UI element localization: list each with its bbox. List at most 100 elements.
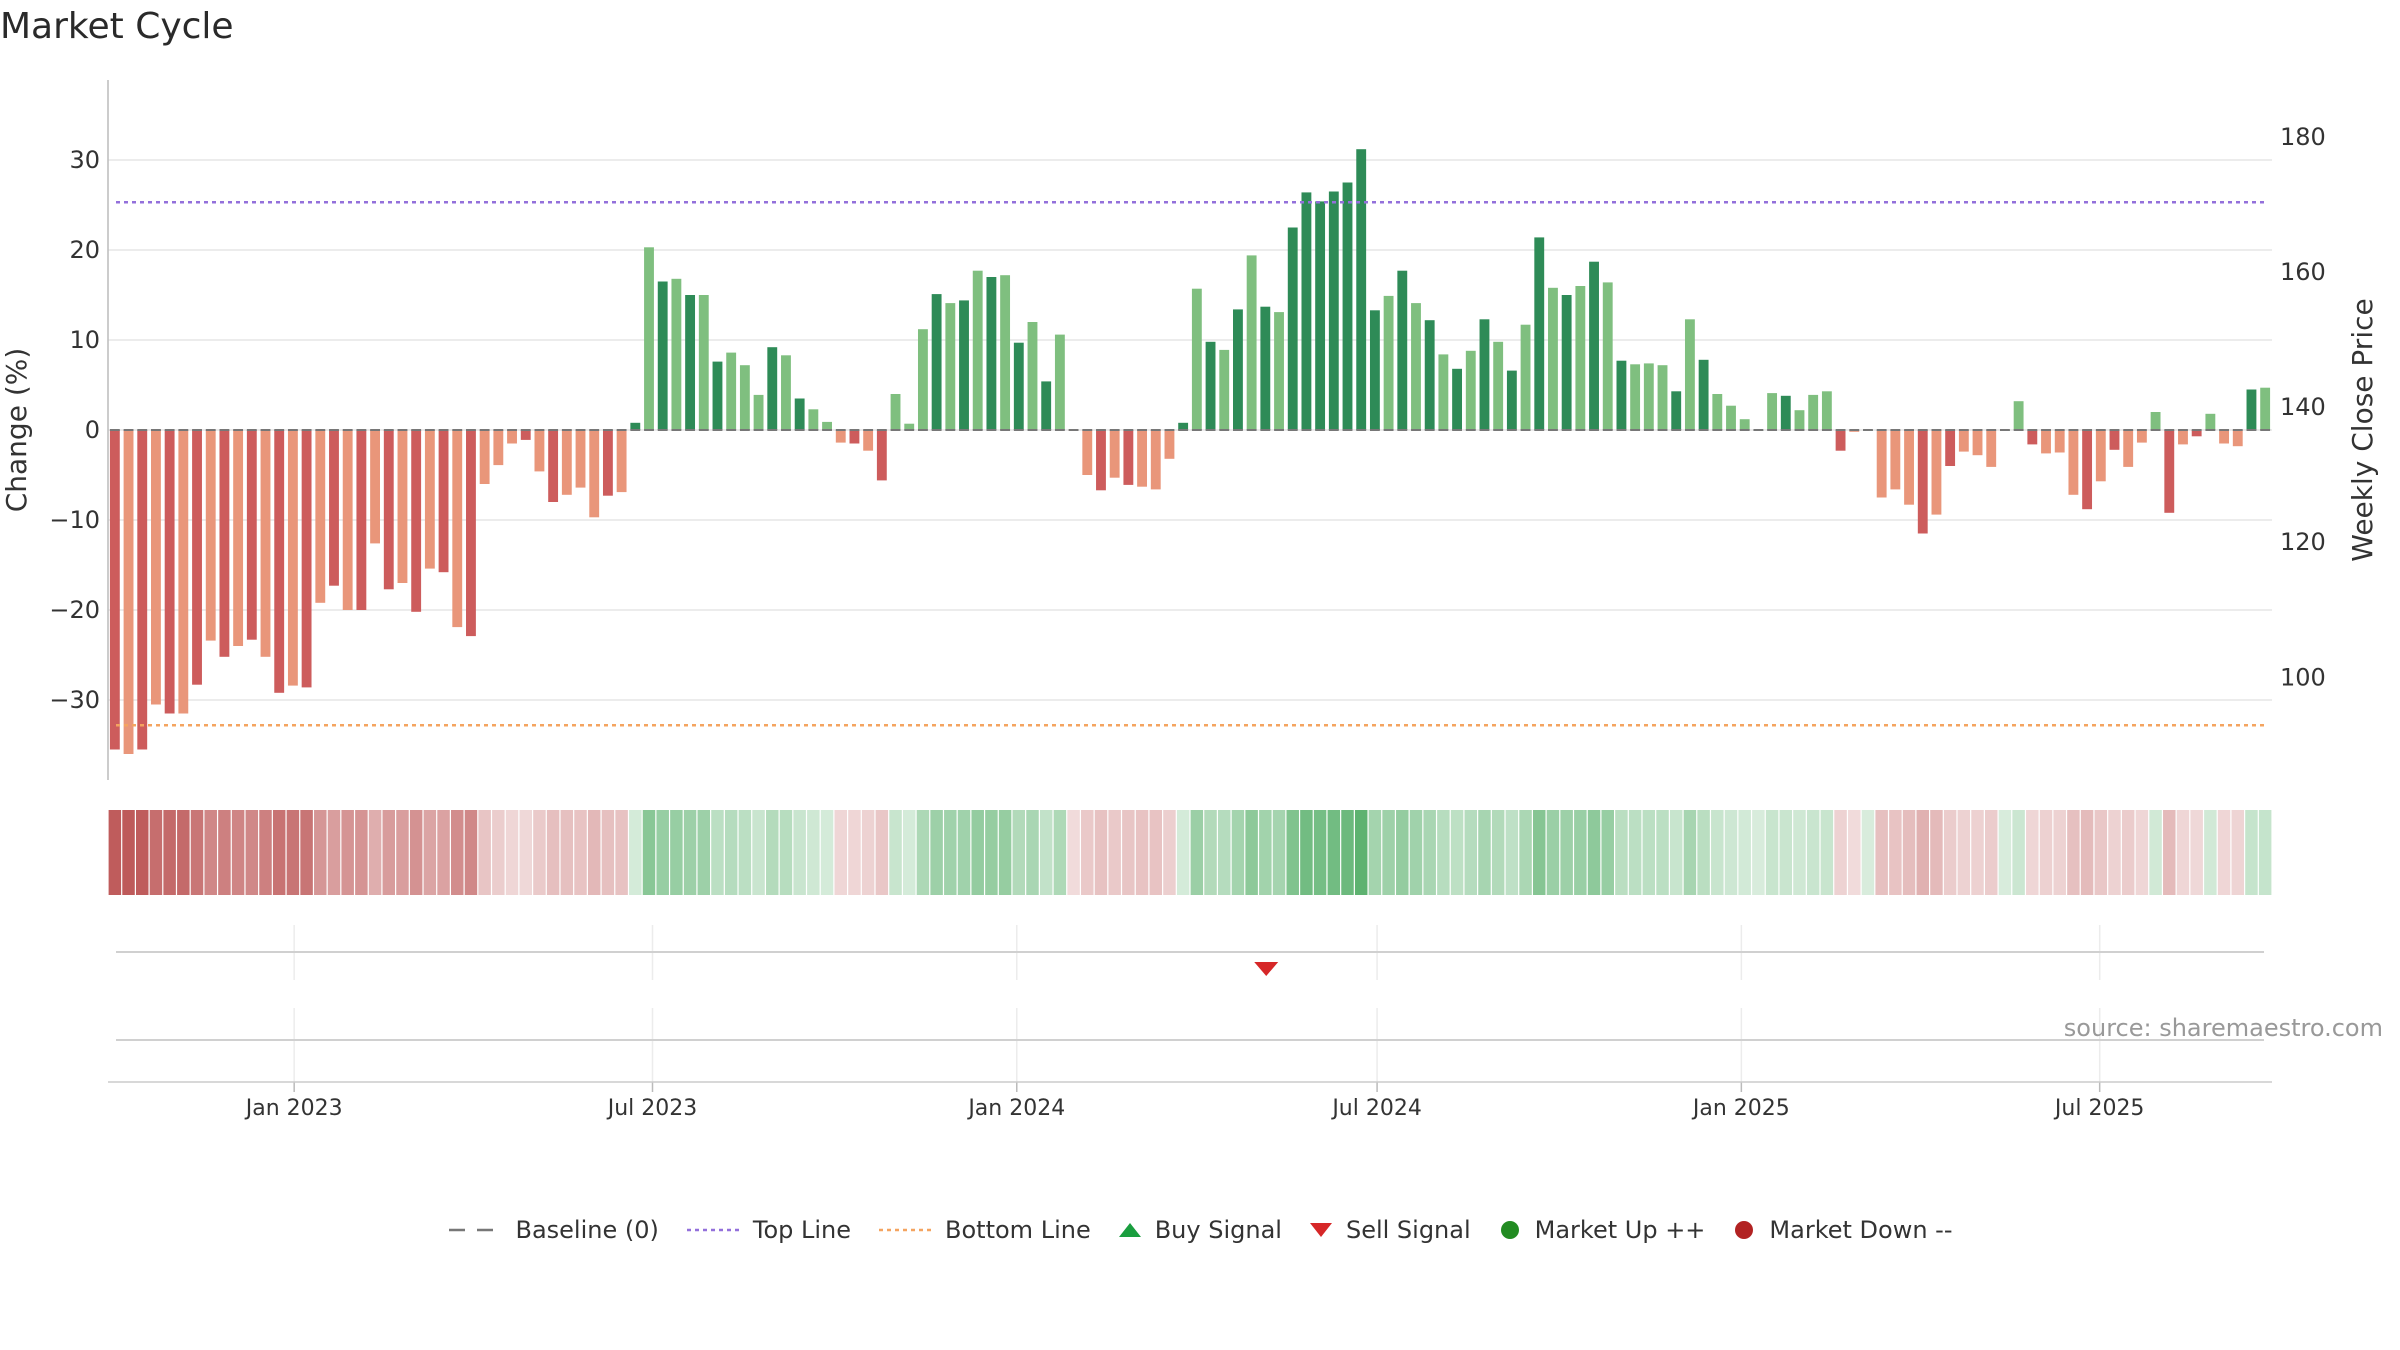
circle-icon <box>1500 1221 1519 1239</box>
heat-cell <box>629 810 642 895</box>
legend-label: Baseline (0) <box>515 1216 659 1244</box>
heat-cell <box>437 810 450 895</box>
bar <box>1328 191 1339 430</box>
bar <box>1164 430 1175 459</box>
bar <box>712 361 723 430</box>
bar <box>1986 430 1997 467</box>
bar <box>260 430 271 657</box>
heat-cell <box>971 810 984 895</box>
bar <box>1945 430 1956 466</box>
bar <box>1506 370 1517 430</box>
bar <box>370 430 381 544</box>
bar <box>1452 368 1463 430</box>
legend-symbol-icon <box>879 1228 932 1232</box>
bar <box>616 430 627 493</box>
x-tick-label: Jul 2024 <box>1330 1096 1422 1121</box>
bar <box>1000 275 1011 430</box>
heat-cell <box>1464 810 1478 895</box>
heat-cell <box>1286 810 1299 895</box>
heat-cell <box>1217 810 1231 895</box>
y2-tick-label: 180 <box>2280 123 2326 151</box>
heat-cell <box>1683 810 1697 895</box>
heat-cell <box>519 810 532 895</box>
heat-cell <box>1437 810 1450 895</box>
heat-cell <box>697 810 711 895</box>
heat-cell <box>1546 810 1560 895</box>
heat-cell <box>1026 810 1039 895</box>
heat-cell <box>1930 810 1943 895</box>
bar <box>1726 405 1736 430</box>
heat-cell <box>1861 810 1875 895</box>
bar <box>1013 342 1024 430</box>
bar <box>1493 341 1504 430</box>
bar <box>2191 430 2202 437</box>
legend-item: Bottom Line <box>877 1216 1091 1244</box>
chart-title: Market Cycle <box>0 6 234 47</box>
heat-cell <box>807 810 820 895</box>
heat-cell <box>546 810 560 895</box>
heat-cell <box>1697 810 1710 895</box>
x-tick-label: Jul 2025 <box>2053 1096 2145 1121</box>
bar <box>192 430 202 685</box>
reference-lines <box>116 201 2264 727</box>
heat-cell <box>492 810 505 895</box>
heat-cell <box>505 810 519 895</box>
bar <box>657 281 668 430</box>
bar <box>630 422 641 430</box>
bar <box>1561 295 1572 430</box>
bar <box>767 347 778 430</box>
x-tick-label: Jan 2025 <box>1691 1096 1790 1121</box>
triangle-up-icon <box>1118 1223 1141 1237</box>
legend-symbol-icon <box>1118 1223 1141 1237</box>
heat-cell <box>1450 810 1464 895</box>
legend-label: Top Line <box>752 1216 852 1244</box>
bar <box>1904 430 1914 505</box>
heat-cell <box>916 810 930 895</box>
bar <box>438 430 449 573</box>
heat-cell <box>601 810 615 895</box>
bar <box>685 295 696 430</box>
gridlines <box>108 159 2272 1082</box>
heat-cell <box>1396 810 1409 895</box>
legend-symbol-icon <box>1309 1223 1332 1237</box>
y-axis-label: Change (%) <box>0 348 33 513</box>
bar <box>356 430 367 610</box>
heat-cell <box>163 810 176 895</box>
bar <box>1424 320 1435 430</box>
heat-cell <box>1738 810 1751 895</box>
bar <box>1082 430 1093 475</box>
heat-cell <box>752 810 765 895</box>
heat-cell <box>1012 810 1026 895</box>
heat-cell <box>2204 810 2217 895</box>
heat-cell <box>2012 810 2025 895</box>
heat-cell <box>135 810 149 895</box>
heat-cell <box>1190 810 1204 895</box>
heat-cell <box>1081 810 1094 895</box>
legend-item: Market Up ++ <box>1497 1216 1705 1244</box>
bar <box>945 303 956 430</box>
bar <box>1178 422 1189 430</box>
heat-cell <box>820 810 834 895</box>
bar <box>561 430 572 495</box>
bar <box>1438 354 1449 430</box>
bar <box>246 430 257 640</box>
legend-label: Bottom Line <box>945 1216 1091 1244</box>
bar <box>1890 430 1901 490</box>
bar <box>383 430 394 590</box>
heat-cell <box>670 810 683 895</box>
bar <box>342 430 353 610</box>
bar <box>849 430 860 444</box>
heat-cell <box>724 810 738 895</box>
heat-cell <box>793 810 806 895</box>
y2-tick-label: 100 <box>2280 663 2326 691</box>
bar <box>1315 201 1326 430</box>
bar <box>2136 430 2147 443</box>
heat-cell <box>2108 810 2121 895</box>
heat-cell <box>1327 810 1341 895</box>
bar <box>1917 430 1928 534</box>
bar <box>986 277 997 430</box>
heat-cell <box>1998 810 2012 895</box>
heat-cell <box>766 810 779 895</box>
y-tick-label: 0 <box>85 416 100 444</box>
